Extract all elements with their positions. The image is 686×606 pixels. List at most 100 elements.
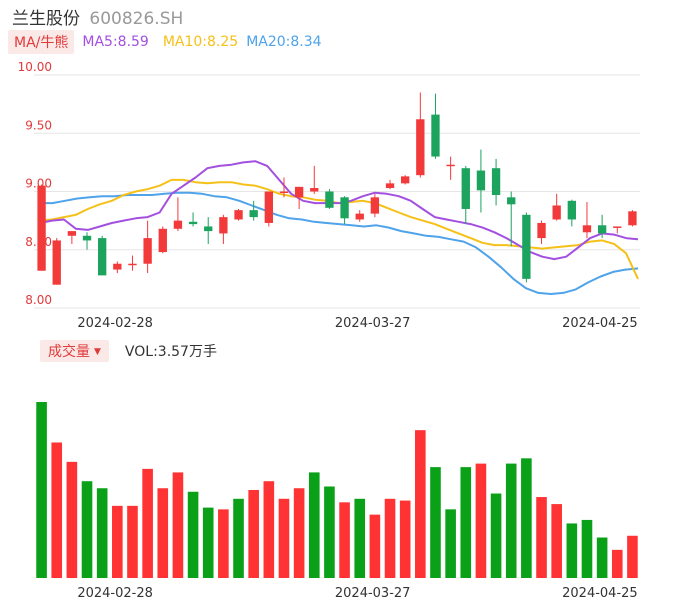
candle-body bbox=[279, 191, 289, 193]
volume-bar bbox=[415, 430, 426, 578]
candle-body bbox=[294, 186, 304, 198]
volume-bar bbox=[475, 463, 487, 578]
volume-bar bbox=[96, 488, 108, 578]
volume-bar bbox=[187, 491, 199, 578]
candle bbox=[416, 92, 425, 178]
candle bbox=[158, 226, 167, 254]
ma-indicator-tab[interactable]: MA/牛熊 bbox=[8, 30, 75, 54]
candle-body bbox=[52, 240, 61, 285]
candle-body bbox=[552, 205, 561, 220]
volume-bar bbox=[218, 509, 229, 578]
candle-body bbox=[385, 183, 395, 189]
volume-bar bbox=[293, 488, 305, 578]
volume-date-label: 2024-02-28 bbox=[77, 586, 153, 601]
volume-bar bbox=[112, 505, 123, 578]
volume-bar bbox=[354, 498, 366, 578]
candle bbox=[325, 189, 334, 209]
candle bbox=[52, 238, 61, 285]
volume-bar bbox=[627, 535, 638, 578]
candle bbox=[188, 212, 198, 227]
volume-bar bbox=[551, 504, 562, 578]
candle-body bbox=[401, 176, 410, 184]
candle bbox=[401, 175, 410, 185]
candle bbox=[476, 149, 486, 213]
caret-down-icon: ▼ bbox=[94, 347, 101, 357]
candle bbox=[37, 184, 46, 271]
candle bbox=[204, 217, 213, 244]
price-tick-label: 9.50 bbox=[25, 118, 52, 132]
candle-body bbox=[537, 222, 546, 239]
volume-bar bbox=[521, 458, 532, 578]
volume-bar bbox=[263, 481, 275, 578]
candle bbox=[82, 232, 92, 250]
candle-body bbox=[37, 185, 46, 271]
candle-body bbox=[82, 235, 92, 241]
price-tick-label: 10.00 bbox=[18, 60, 52, 74]
candle-body bbox=[158, 228, 167, 253]
candle-body bbox=[446, 164, 455, 167]
candle-body bbox=[522, 214, 531, 279]
ma20-label: MA20:8.34 bbox=[246, 34, 322, 50]
candle-body bbox=[597, 225, 607, 234]
candle-body bbox=[416, 119, 425, 176]
candle bbox=[537, 220, 546, 244]
candle-body bbox=[582, 225, 592, 233]
volume-indicator-tab[interactable]: 成交量 ▼ bbox=[40, 340, 109, 362]
candle-body bbox=[219, 217, 228, 234]
candle-body bbox=[370, 197, 380, 214]
volume-bar bbox=[142, 468, 153, 578]
candle bbox=[128, 255, 137, 271]
candle-body bbox=[325, 191, 334, 208]
candle-body bbox=[173, 220, 183, 229]
candle bbox=[567, 199, 576, 227]
candle-body bbox=[234, 210, 243, 220]
volume-legend: 成交量 ▼ VOL:3.57万手 bbox=[40, 340, 217, 362]
price-date-label: 2024-03-27 bbox=[335, 316, 411, 331]
candle-body bbox=[188, 221, 198, 225]
candle bbox=[264, 191, 273, 227]
volume-bar bbox=[308, 472, 320, 578]
candle-body bbox=[461, 168, 470, 209]
volume-bar bbox=[233, 498, 244, 578]
volume-date-label: 2024-03-27 bbox=[335, 586, 411, 601]
volume-bar bbox=[505, 463, 517, 578]
volume-bar bbox=[490, 493, 502, 578]
volume-bar bbox=[566, 523, 578, 578]
volume-bar bbox=[596, 537, 608, 578]
candle bbox=[461, 165, 470, 225]
volume-value: VOL:3.57万手 bbox=[124, 344, 217, 360]
candle bbox=[552, 193, 561, 221]
ma-legend: MA/牛熊 MA5:8.59 MA10:8.25 MA20:8.34 bbox=[8, 30, 322, 54]
price-date-label: 2024-04-25 bbox=[562, 316, 638, 331]
candle bbox=[522, 212, 531, 283]
candle bbox=[340, 196, 349, 225]
ma5-line bbox=[39, 160, 639, 261]
candle bbox=[613, 226, 622, 234]
candle bbox=[98, 235, 107, 276]
price-date-label: 2024-02-28 bbox=[77, 316, 153, 331]
candle bbox=[173, 197, 183, 232]
volume-bar bbox=[172, 472, 184, 578]
candle-body bbox=[613, 226, 622, 228]
candle bbox=[294, 186, 304, 209]
volume-bar bbox=[369, 514, 381, 578]
candle bbox=[597, 214, 607, 239]
volume-bar bbox=[339, 502, 350, 578]
stock-name: 兰生股份 bbox=[12, 9, 80, 29]
candle bbox=[249, 200, 258, 221]
candle bbox=[219, 214, 228, 244]
candle-body bbox=[98, 238, 107, 276]
candle bbox=[491, 158, 501, 206]
ma20-line bbox=[40, 191, 639, 295]
candle-body bbox=[628, 211, 637, 226]
volume-bar bbox=[36, 402, 47, 578]
volume-bar bbox=[248, 490, 259, 578]
candle-body bbox=[507, 197, 516, 205]
volume-bar bbox=[66, 461, 78, 578]
candle bbox=[431, 93, 440, 159]
volume-bar bbox=[399, 500, 411, 578]
volume-bar bbox=[384, 498, 396, 578]
volume-bar bbox=[536, 497, 547, 578]
price-tick-label: 8.00 bbox=[25, 293, 52, 307]
volume-bar bbox=[51, 442, 63, 578]
